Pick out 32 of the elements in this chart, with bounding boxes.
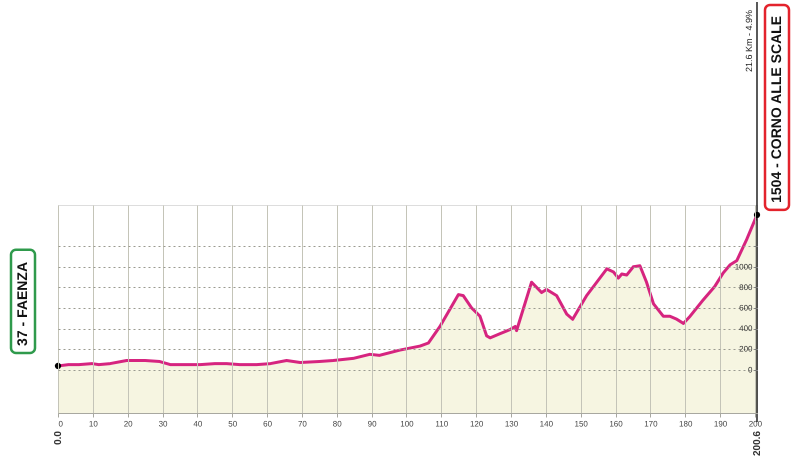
ref-line-label: 21.6 Km - 4.9% (744, 10, 754, 72)
annotation: 1504 - CORNO ALLE SCALE (768, 16, 784, 203)
annotation: 37 - FAENZA (14, 262, 30, 346)
x-tick-label: 90 (368, 420, 378, 428)
x-tick-label: 100 (400, 420, 414, 428)
text: 0.0 (53, 430, 64, 445)
x-tick-label: 70 (298, 420, 308, 428)
x-tick-label: 10 (88, 420, 98, 428)
x-tick-label: 50 (228, 420, 238, 428)
y-tick-label: 0 (748, 365, 754, 374)
y-tick-label: 200 (739, 344, 754, 354)
x-tick-label: 20 (124, 420, 134, 428)
x-tick-label: 60 (263, 420, 273, 428)
x-tick-label: 180 (679, 420, 693, 428)
x-tick-label: 130 (504, 420, 519, 428)
x-tick-label: 150 (574, 420, 588, 428)
x-tick-label: 30 (158, 420, 168, 428)
x-tick-label: 200 (748, 420, 763, 428)
y-tick-label: 800 (739, 282, 754, 292)
x-tick-label: 160 (609, 420, 624, 428)
x-tick-label: 140 (540, 420, 554, 428)
y-tick-label: 400 (739, 324, 754, 334)
x-tick-label: 110 (435, 420, 449, 428)
x-tick-label: 120 (470, 420, 484, 428)
x-tick-label: 40 (193, 420, 203, 428)
x-tick-label: 190 (714, 420, 728, 428)
y-tick-label: 1000 (734, 262, 754, 272)
y-tick-label: 600 (739, 303, 754, 312)
x-tick-label: 0 (58, 420, 64, 428)
text: 200.6 (752, 430, 763, 456)
x-tick-label: 170 (644, 420, 658, 428)
x-tick-label: 80 (332, 420, 342, 428)
